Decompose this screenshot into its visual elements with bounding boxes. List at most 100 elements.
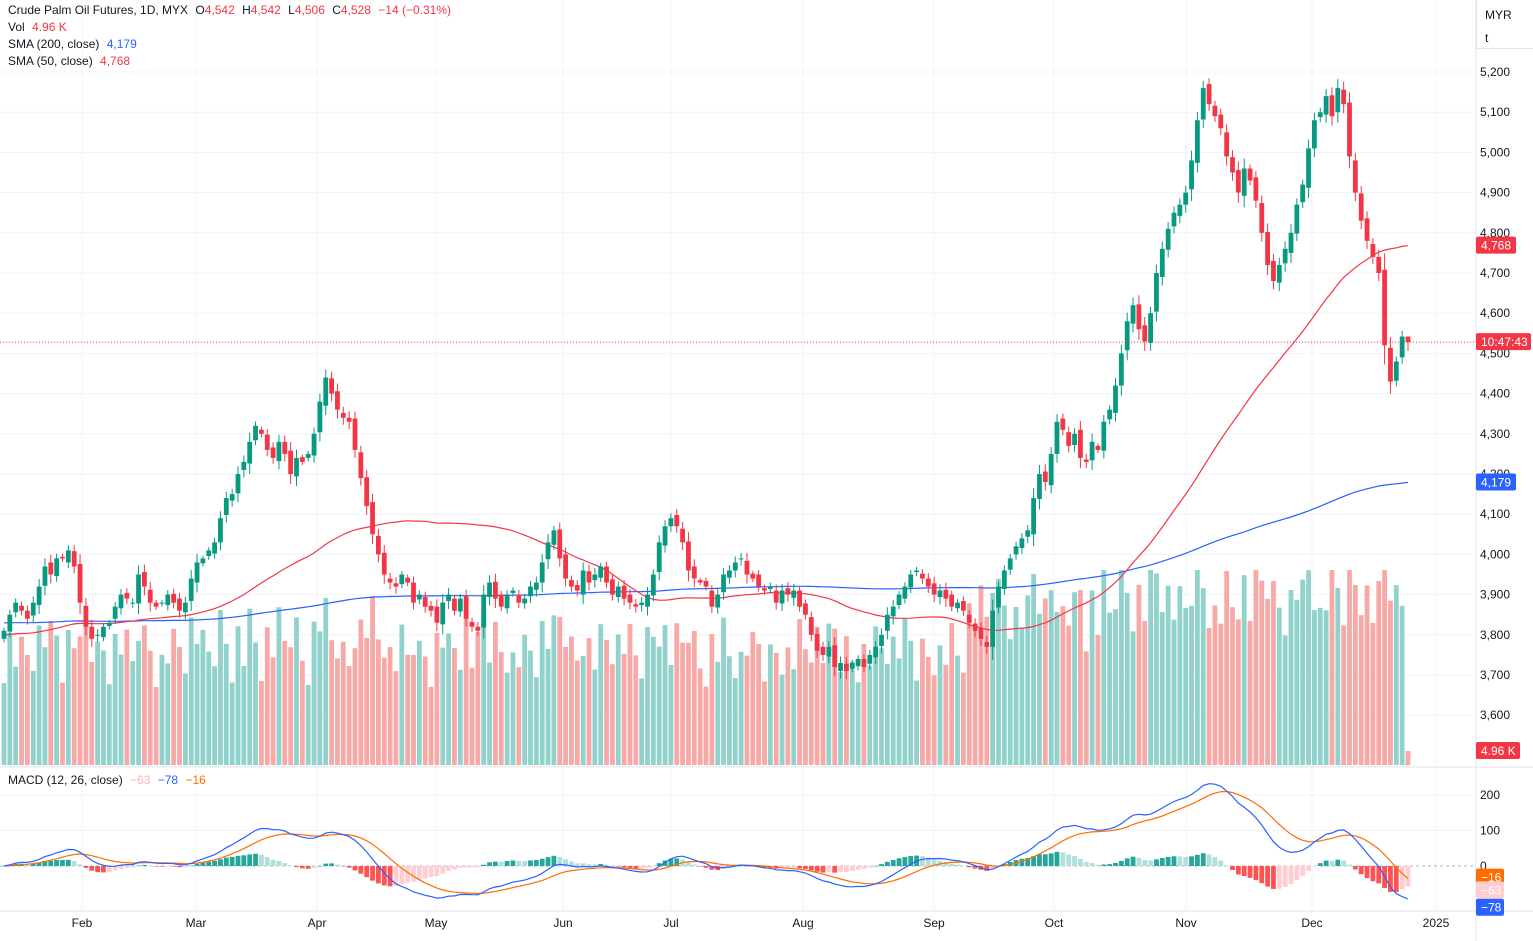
candle-body (446, 594, 451, 602)
volume-bar (305, 685, 311, 765)
price-tick-label: 5,000 (1480, 145, 1510, 159)
candle-body (820, 646, 826, 655)
price-tick-label: 4,000 (1480, 547, 1510, 561)
volume-bar (955, 655, 960, 765)
candle-body (1347, 102, 1352, 157)
candle-body (1329, 95, 1335, 117)
candle-body (124, 592, 130, 599)
macd-hist-bar (294, 866, 299, 868)
candle-body (615, 586, 621, 598)
macd-hist-bar (604, 864, 609, 866)
symbol-legend[interactable]: Crude Palm Oil Futures, 1D, MYX O4,542 H… (8, 2, 451, 19)
macd-hist-bar (1101, 864, 1107, 866)
macd-legend[interactable]: MACD (12, 26, close) −63 −78 −16 (8, 772, 206, 789)
candle-body (1118, 353, 1124, 386)
volume-bar (580, 656, 586, 765)
candle-body (376, 535, 381, 555)
macd-hist-bar (223, 857, 229, 866)
volume-bar (773, 653, 779, 765)
volume-bar (767, 644, 773, 765)
macd-hist-bar (1113, 862, 1118, 866)
volume-bar (592, 669, 598, 765)
sma50-legend[interactable]: SMA (50, close) 4,768 (8, 53, 130, 70)
macd-hist-bar (241, 855, 247, 866)
macd-hist-bar (697, 866, 703, 867)
macd-hist-bar (586, 864, 592, 866)
macd-hist-bar (1118, 860, 1124, 866)
price-tick-label: 4,900 (1480, 186, 1510, 200)
macd-hist-bar (71, 861, 77, 866)
candle-body (1159, 248, 1165, 278)
candle-body (1382, 269, 1387, 346)
macd-hist-bar (405, 866, 411, 883)
volume-bar (1072, 592, 1077, 765)
volume-bar (1101, 570, 1107, 765)
macd-hist-bar (615, 866, 621, 867)
candle-body (89, 626, 95, 639)
volume-bar (586, 638, 592, 765)
volume-bar (212, 666, 217, 765)
volume-legend[interactable]: Vol 4.96 K (8, 19, 67, 36)
candle-body (206, 550, 212, 557)
candle-body (545, 542, 551, 560)
sma50-value: 4,768 (100, 54, 131, 68)
macd-hist-bar (574, 863, 580, 866)
volume-bar (779, 674, 785, 765)
macd-hist-bar (867, 866, 873, 868)
macd-hist-bar (1218, 860, 1224, 866)
volume-bar (832, 628, 838, 765)
candle-body (1265, 231, 1270, 265)
candle-body (1054, 421, 1060, 454)
time-tick-label: Jun (553, 916, 572, 930)
macd-hist-bar (1317, 863, 1323, 866)
macd-hist-bar (1294, 866, 1300, 881)
volume-bar (259, 681, 264, 765)
volume-bar (563, 647, 568, 765)
macd-hist-bar (580, 863, 586, 866)
volume-bar (19, 636, 24, 765)
macd-hist-bar (399, 866, 405, 885)
candle-body (703, 580, 709, 587)
candle-body (416, 594, 422, 600)
macd-hist-bar (200, 862, 206, 866)
countdown-label-bg (1476, 333, 1531, 351)
macd-hist-bar (393, 866, 399, 887)
time-tick-label: Nov (1175, 916, 1196, 930)
volume-bar (147, 650, 153, 765)
volume-bar (1060, 606, 1066, 765)
volume-bar (510, 652, 516, 765)
volume-bar (200, 629, 206, 765)
macd-hist-bar (1230, 866, 1235, 870)
volume-bar (715, 661, 721, 765)
volume-bar (697, 668, 703, 765)
macd-hist-bar (1124, 858, 1130, 866)
macd-hist-bar (136, 865, 141, 866)
candle-body (311, 433, 317, 456)
candle-body (1306, 148, 1311, 188)
volume-bar (820, 663, 826, 765)
candle-body (668, 518, 674, 527)
volume-bar (873, 626, 879, 765)
macd-hist-bar (1405, 866, 1411, 887)
macd-signal-label-text: −16 (1481, 871, 1502, 885)
candle-body (358, 452, 364, 479)
macd-hist-bar (282, 863, 288, 866)
currency-unit-box[interactable]: MYR t (1476, 0, 1533, 49)
macd-line-label-bg (1476, 898, 1504, 916)
candle-body (1037, 474, 1042, 499)
volume-bar (1393, 585, 1399, 765)
price-tick-label: 3,800 (1480, 628, 1510, 642)
volume-bar (405, 654, 411, 765)
volume-bar (756, 644, 762, 765)
macd-hist-bar (738, 865, 744, 867)
countdown-label: 10:47:43 (1476, 333, 1531, 351)
candle-body (925, 578, 931, 587)
sma200-legend[interactable]: SMA (200, close) 4,179 (8, 36, 137, 53)
volume-bar (551, 615, 557, 765)
volume-bar (487, 662, 492, 765)
volume-bar (1007, 639, 1013, 765)
candle-body (65, 550, 71, 563)
candle-body (604, 566, 609, 583)
